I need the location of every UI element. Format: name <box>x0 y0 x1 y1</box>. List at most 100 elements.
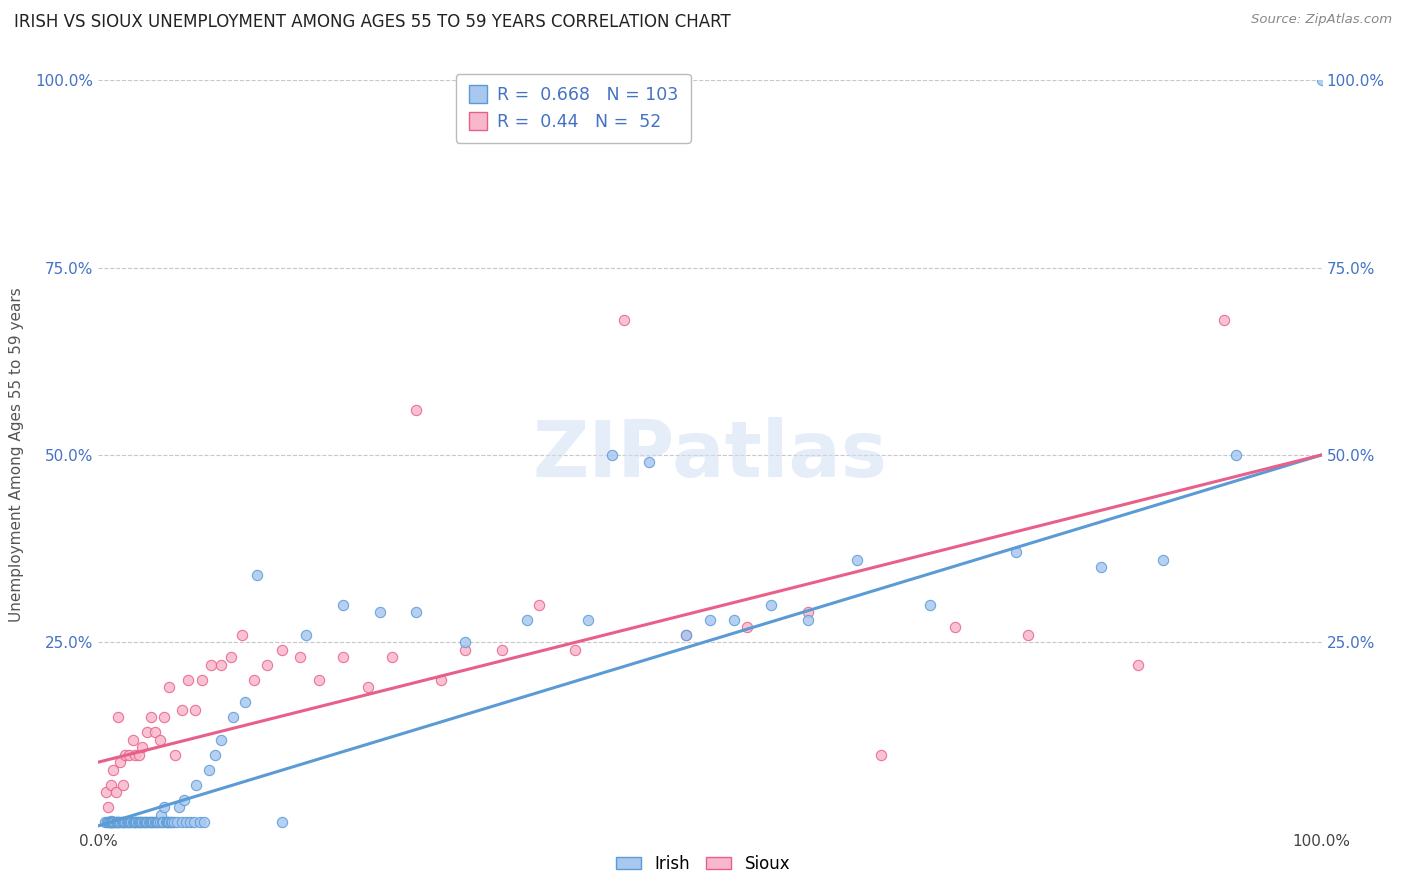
Point <box>121 815 143 830</box>
Point <box>107 710 129 724</box>
Point <box>141 815 163 830</box>
Point <box>165 747 187 762</box>
Point <box>103 815 125 830</box>
Point <box>114 815 136 830</box>
Point <box>943 620 966 634</box>
Point <box>188 815 211 830</box>
Point <box>121 732 143 747</box>
Point <box>100 814 122 828</box>
Y-axis label: Unemployment Among Ages 55 to 59 years: Unemployment Among Ages 55 to 59 years <box>10 287 24 623</box>
Point <box>231 628 253 642</box>
Point <box>177 673 200 687</box>
Point <box>845 553 868 567</box>
Point <box>104 785 127 799</box>
Point <box>405 605 427 619</box>
Point <box>117 815 139 830</box>
Point <box>576 613 599 627</box>
Point <box>128 815 150 830</box>
Text: Source: ZipAtlas.com: Source: ZipAtlas.com <box>1251 13 1392 27</box>
Point <box>209 732 232 747</box>
Point <box>101 763 124 777</box>
Point <box>122 815 145 830</box>
Point <box>270 815 294 830</box>
Point <box>112 815 135 830</box>
Point <box>134 815 156 830</box>
Point <box>138 815 160 830</box>
Point <box>1152 553 1174 567</box>
Point <box>156 815 179 830</box>
Point <box>157 680 180 694</box>
Point <box>159 815 181 830</box>
Point <box>97 815 120 830</box>
Point <box>155 815 177 830</box>
Point <box>100 815 122 830</box>
Point <box>186 778 208 792</box>
Legend: Irish, Sioux: Irish, Sioux <box>609 848 797 880</box>
Point <box>115 815 138 830</box>
Point <box>153 710 176 724</box>
Point <box>139 710 162 724</box>
Point <box>131 815 153 830</box>
Point <box>100 815 122 830</box>
Point <box>1128 657 1150 672</box>
Point <box>149 807 172 822</box>
Point <box>125 815 148 830</box>
Point <box>128 747 150 762</box>
Point <box>515 613 537 627</box>
Point <box>118 815 141 830</box>
Point <box>870 747 893 762</box>
Point <box>193 815 215 830</box>
Point <box>332 650 354 665</box>
Point <box>146 815 169 830</box>
Point <box>104 815 127 830</box>
Point <box>1017 628 1039 642</box>
Point <box>219 650 242 665</box>
Point <box>129 815 152 830</box>
Point <box>637 455 661 469</box>
Point <box>454 642 477 657</box>
Point <box>149 732 172 747</box>
Point <box>430 673 453 687</box>
Text: IRISH VS SIOUX UNEMPLOYMENT AMONG AGES 55 TO 59 YEARS CORRELATION CHART: IRISH VS SIOUX UNEMPLOYMENT AMONG AGES 5… <box>14 13 731 31</box>
Point <box>173 792 195 806</box>
Point <box>101 815 124 830</box>
Point <box>166 815 188 830</box>
Point <box>148 815 170 830</box>
Point <box>136 725 159 739</box>
Point <box>191 673 214 687</box>
Point <box>270 642 294 657</box>
Point <box>167 800 190 814</box>
Point <box>1004 545 1026 559</box>
Point <box>120 815 142 830</box>
Point <box>613 313 636 327</box>
Point <box>110 815 132 830</box>
Point <box>105 815 128 830</box>
Point <box>290 650 312 665</box>
Point <box>160 815 183 830</box>
Point <box>107 815 129 830</box>
Point <box>100 778 122 792</box>
Point <box>209 657 232 672</box>
Point <box>170 815 193 830</box>
Point <box>183 815 205 830</box>
Point <box>120 815 142 830</box>
Point <box>675 628 697 642</box>
Point <box>139 815 162 830</box>
Point <box>242 673 264 687</box>
Point <box>145 815 167 830</box>
Point <box>101 815 124 830</box>
Point <box>97 800 120 814</box>
Point <box>103 815 125 830</box>
Point <box>96 815 118 830</box>
Point <box>256 657 278 672</box>
Point <box>143 725 166 739</box>
Point <box>127 815 149 830</box>
Point <box>152 815 174 830</box>
Point <box>761 598 783 612</box>
Point <box>1090 560 1112 574</box>
Point <box>100 815 122 830</box>
Point <box>332 598 354 612</box>
Point <box>143 815 166 830</box>
Point <box>200 657 222 672</box>
Point <box>94 785 117 799</box>
